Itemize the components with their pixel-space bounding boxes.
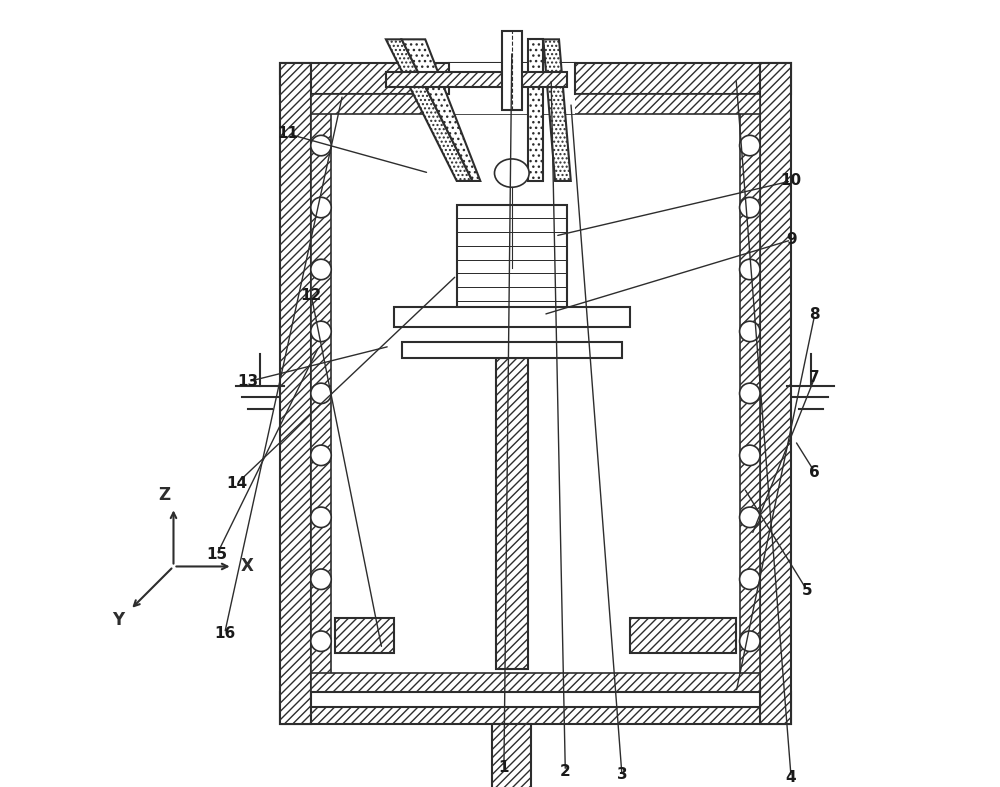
Circle shape (311, 198, 331, 218)
Circle shape (740, 445, 760, 466)
Polygon shape (402, 39, 480, 181)
Circle shape (740, 321, 760, 342)
Bar (492, 724, 531, 787)
Text: 8: 8 (809, 307, 820, 322)
Circle shape (740, 569, 760, 589)
Bar (280, 63, 311, 724)
Bar (311, 94, 331, 693)
Circle shape (311, 383, 331, 404)
Bar (760, 63, 791, 724)
Text: 7: 7 (809, 370, 820, 385)
Text: 6: 6 (809, 464, 820, 479)
Bar (335, 618, 394, 653)
Text: 10: 10 (781, 173, 802, 188)
Text: 11: 11 (277, 126, 298, 141)
Text: 16: 16 (214, 626, 235, 641)
Text: 15: 15 (206, 547, 227, 562)
Text: 13: 13 (238, 374, 259, 389)
Text: 4: 4 (786, 770, 796, 785)
Text: 1: 1 (499, 759, 509, 774)
Bar (457, 205, 567, 315)
Circle shape (740, 259, 760, 279)
Circle shape (311, 135, 331, 156)
Polygon shape (543, 39, 571, 181)
Bar (457, 273, 567, 287)
Circle shape (311, 507, 331, 527)
Bar (457, 287, 567, 301)
Bar (457, 218, 567, 232)
Text: X: X (240, 557, 253, 575)
Polygon shape (528, 39, 543, 181)
Bar (457, 246, 567, 260)
Text: Z: Z (158, 486, 170, 504)
Bar (630, 618, 736, 653)
Bar (311, 673, 760, 693)
Bar (311, 94, 760, 114)
Bar (457, 205, 567, 218)
Circle shape (740, 383, 760, 404)
Text: 5: 5 (802, 582, 812, 597)
Bar (740, 94, 760, 693)
Text: 2: 2 (560, 763, 571, 778)
Text: 14: 14 (226, 476, 247, 491)
Text: 9: 9 (786, 232, 796, 247)
Circle shape (311, 321, 331, 342)
Bar (394, 307, 630, 327)
Text: 12: 12 (301, 287, 322, 302)
Circle shape (740, 198, 760, 218)
Bar (402, 342, 622, 358)
Circle shape (311, 445, 331, 466)
Text: Y: Y (112, 611, 124, 630)
Ellipse shape (494, 159, 529, 187)
Bar (386, 72, 567, 87)
Bar (280, 693, 791, 724)
Bar (457, 301, 567, 315)
Text: 3: 3 (617, 767, 627, 782)
Circle shape (740, 135, 760, 156)
Polygon shape (386, 39, 472, 181)
Bar (449, 63, 575, 114)
Circle shape (740, 631, 760, 652)
Bar (457, 260, 567, 273)
Bar (457, 232, 567, 246)
Bar (331, 114, 740, 673)
Bar (311, 693, 760, 707)
Circle shape (311, 569, 331, 589)
Circle shape (740, 507, 760, 527)
Bar (502, 31, 522, 110)
Circle shape (311, 631, 331, 652)
Bar (496, 358, 528, 669)
Bar (280, 63, 791, 94)
Circle shape (311, 259, 331, 279)
